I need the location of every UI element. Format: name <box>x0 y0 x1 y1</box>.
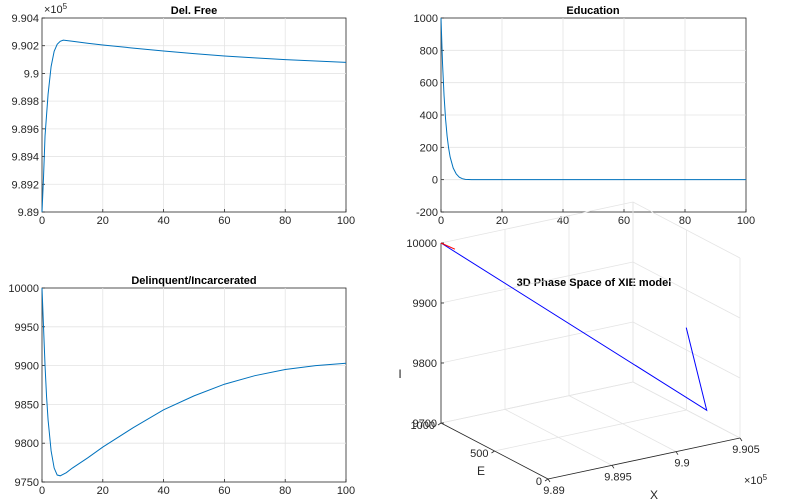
phase-space-y-tick-label: 0 <box>536 476 542 488</box>
phase-space-y-tick-mark <box>544 478 549 482</box>
education-x-tick-label: 20 <box>496 215 508 227</box>
phase-space-floor-gridline <box>494 409 687 452</box>
delinquent-x-tick-label: 40 <box>157 485 169 497</box>
phase-space-x-label: X <box>650 488 658 502</box>
del-free-y-tick-label: 9.902 <box>11 41 39 53</box>
delinquent-y-tick-label: 9950 <box>15 322 39 334</box>
phase-space-x-tick-mark <box>611 465 615 469</box>
phase-space-y-tick-mark <box>437 422 442 426</box>
phase-space-wall-gridline <box>632 321 741 379</box>
phase-space-y-label: E <box>477 464 485 478</box>
education-y-tick-label: 0 <box>432 175 438 187</box>
delinquent-x-tick-label: 60 <box>218 485 230 497</box>
phase-space-x-tick-label: 9.89 <box>543 485 564 497</box>
del-free-exponent-power: 5 <box>63 2 68 11</box>
del-free-series-line <box>41 39 347 213</box>
education-title: Education <box>566 5 619 17</box>
del-free-ticks: 0 20 40 60 80 100 9.89 9.892 9.894 9.896 9.898 9.9 9… <box>11 13 355 227</box>
phase-space-exponent-power: 5 <box>763 473 768 482</box>
phase-space-x-tick-label: 9.9 <box>674 458 689 470</box>
education-y-tick-label: 400 <box>420 110 438 122</box>
education-x-tick-label: 60 <box>618 215 630 227</box>
phase-space-x-tick-label: 9.905 <box>732 444 760 456</box>
del-free-x-tick-label: 40 <box>157 215 169 227</box>
education-y-tick-label: -200 <box>416 207 438 219</box>
phase-space-wall-gridline <box>440 201 634 244</box>
del-free-x-tick-label: 60 <box>218 215 230 227</box>
del-free-exponent: ×105 <box>44 2 68 16</box>
del-free-y-tick-label: 9.898 <box>11 96 39 108</box>
phase-space-x-tick-mark <box>547 478 551 483</box>
del-free-y-tick-label: 9.904 <box>11 13 39 25</box>
phase-space-z-tick-label: 9800 <box>413 358 437 370</box>
delinquent-x-tick-label: 80 <box>279 485 291 497</box>
delinquent-ticks: 0 20 40 60 80 100 9750 9800 9850 9900 9950 10000 <box>8 283 355 497</box>
del-free-title: Del. Free <box>171 5 217 17</box>
phase-space-z-label: I <box>398 367 401 381</box>
phase-space-z-tick-label: 9900 <box>413 298 437 310</box>
education-x-tick-label: 100 <box>737 215 755 227</box>
phase-space-wall-gridline <box>440 261 634 304</box>
delinquent-grid <box>42 288 346 482</box>
phase-space-wall-gridline <box>440 321 634 364</box>
phase-space-x-tick-mark <box>739 437 743 442</box>
del-free-y-tick-label: 9.9 <box>24 68 39 80</box>
phase-space-wall-gridline <box>440 381 634 424</box>
del-free-y-tick-label: 9.89 <box>18 207 39 219</box>
phase-space-y-tick-label: 500 <box>470 448 488 460</box>
phase-space-trajectory-1 <box>440 242 456 250</box>
del-free-y-tick-label: 9.892 <box>11 179 39 191</box>
education-y-tick-label: 800 <box>420 45 438 57</box>
delinquent-axes <box>41 287 347 483</box>
del-free-panel: Del. Free ×105 0 20 40 60 80 100 9.89 9.892 9.89… <box>11 2 355 227</box>
phase-space-x-tick-label: 9.895 <box>604 471 632 483</box>
del-free-x-tick-label: 0 <box>39 215 45 227</box>
phase-space-wall-gridline <box>632 201 741 259</box>
delinquent-series-line <box>41 287 347 477</box>
phase-space-y-tick-mark <box>491 450 495 454</box>
delinquent-x-tick-label: 20 <box>97 485 109 497</box>
delinquent-y-tick-label: 9800 <box>15 438 39 450</box>
education-y-tick-label: 200 <box>420 142 438 154</box>
del-free-x-tick-label: 100 <box>337 215 355 227</box>
del-free-y-tick-label: 9.896 <box>11 124 39 136</box>
phase-space-trajectory-0 <box>440 242 708 412</box>
delinquent-title: Delinquent/Incarcerated <box>131 275 256 287</box>
phase-space-z-tick-label: 9700 <box>413 418 437 430</box>
phase-space-wall-gridline <box>632 261 741 319</box>
del-free-exponent-base: ×10 <box>44 4 63 16</box>
del-free-axes <box>41 17 347 213</box>
phase-space-title: 3D Phase Space of XIE model <box>517 277 672 289</box>
education-y-tick-label: 1000 <box>414 13 438 25</box>
education-x-tick-label: 80 <box>679 215 691 227</box>
education-series-line <box>440 17 746 181</box>
phase-space-lines <box>440 242 708 412</box>
phase-space-x-tick-mark <box>675 451 679 455</box>
del-free-x-tick-label: 80 <box>279 215 291 227</box>
phase-space-exponent-base: ×10 <box>744 475 763 487</box>
delinquent-x-tick-label: 100 <box>337 485 355 497</box>
education-x-tick-label: 0 <box>438 215 444 227</box>
phase-space-exponent: ×105 <box>744 473 768 487</box>
phase-space-wall-gridline <box>632 381 741 439</box>
delinquent-panel: Delinquent/Incarcerated 0 20 40 60 80 100 9750… <box>8 275 355 497</box>
del-free-y-tick-label: 9.894 <box>11 152 39 164</box>
phase-space-x-axis <box>547 437 741 480</box>
delinquent-y-tick-label: 9850 <box>15 399 39 411</box>
phase-space-panel: 3D Phase Space of XIE model 9.89 9.895 9.9… <box>398 201 768 502</box>
delinquent-x-tick-label: 0 <box>39 485 45 497</box>
delinquent-y-tick-label: 10000 <box>8 283 39 295</box>
delinquent-y-tick-label: 9900 <box>15 361 39 373</box>
del-free-x-tick-label: 20 <box>97 215 109 227</box>
education-y-tick-label: 600 <box>420 78 438 90</box>
phase-space-z-tick-label: 10000 <box>406 238 437 250</box>
delinquent-y-tick-label: 9750 <box>15 477 39 489</box>
phase-space-y-tick-label: 1000 <box>411 420 435 432</box>
phase-space-box <box>440 201 741 480</box>
education-panel: Education 0 20 40 60 80 100-20002004006008001… <box>414 5 756 227</box>
del-free-grid <box>42 18 346 212</box>
